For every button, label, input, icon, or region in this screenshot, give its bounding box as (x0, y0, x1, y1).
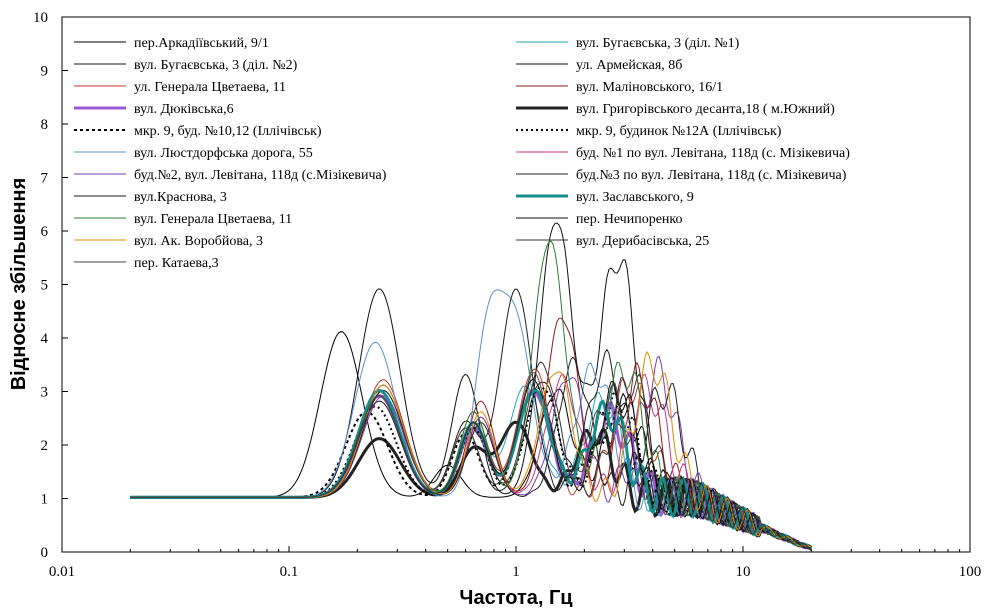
legend-label: мкр. 9, буд. №10,12 (Іллічівськ) (134, 124, 322, 139)
legend-label: вул. Бугаєвська, 3 (діл. №1) (576, 36, 740, 51)
legend-label: вул. Заславського, 9 (576, 190, 694, 205)
x-tick-label: 1 (512, 564, 520, 580)
legend-label: вул. Григорівського десанта,18 ( м.Южний… (576, 102, 835, 117)
x-tick-label: 0.01 (49, 564, 75, 580)
legend-label: ул. Армейская, 8б (576, 58, 682, 73)
series-line (130, 386, 812, 551)
y-tick-label: 1 (41, 492, 49, 508)
legend-label: буд. №1 по вул. Левітана, 118д (с. Мізік… (576, 146, 850, 161)
legend-label: пер. Катаева,3 (134, 256, 219, 271)
y-tick-label: 8 (41, 117, 49, 133)
legend: пер.Аркадіївський, 9/1 вул. Бугаєвська, 3… (74, 36, 850, 271)
y-tick-label: 5 (41, 278, 49, 294)
y-tick-label: 7 (41, 171, 49, 187)
legend-label: вул. Ак. Воробйова, 3 (134, 234, 263, 249)
y-tick-label: 2 (41, 438, 49, 454)
legend-label: вул. Дюківська,6 (134, 102, 234, 117)
series-layer (130, 222, 813, 551)
legend-label: пер. Нечипоренко (576, 212, 683, 227)
y-axis-title: Відносне збільшення (8, 178, 30, 391)
series-line (130, 378, 812, 549)
x-tick-label: 10 (736, 564, 751, 580)
series-line (130, 385, 812, 550)
legend-label: ул. Генерала Цветаева, 11 (134, 80, 286, 95)
legend-label: вул.Краснова, 3 (134, 190, 227, 205)
series-line (130, 373, 812, 549)
y-tick-label: 3 (41, 385, 49, 401)
series-line (130, 368, 812, 550)
x-axis-title: Частота, Гц (459, 587, 573, 607)
series-line (130, 381, 812, 549)
legend-label: мкр. 9, будинок №12А (Іллічівськ) (576, 124, 782, 139)
legend-label: вул. Маліновського, 16/1 (576, 80, 723, 95)
legend-label: вул. Генерала Цветаева, 11 (134, 212, 292, 227)
y-tick-label: 10 (33, 10, 48, 26)
series-line (130, 372, 812, 550)
y-tick-label: 9 (41, 64, 49, 80)
legend-label: пер.Аркадіївський, 9/1 (134, 36, 269, 51)
y-tick-label: 4 (41, 331, 49, 347)
legend-label: вул. Люстдорфська дорога, 55 (134, 146, 313, 161)
axes-layer: 0.01 0.1 1 10 100 0 1 2 3 4 5 6 7 8 9 10 (33, 10, 981, 580)
legend-label: буд.№3 по вул. Левітана, 118д (с. Мізіке… (576, 168, 847, 183)
y-tick-label: 0 (41, 545, 49, 561)
legend-label: буд.№2, вул. Левітана, 118д (с.Мізікевич… (134, 168, 387, 183)
legend-label: вул. Бугаєвська, 3 (діл. №2) (134, 58, 298, 73)
legend-label: вул. Дерибасівська, 25 (576, 234, 709, 249)
x-tick-label: 100 (959, 564, 982, 580)
y-tick-label: 6 (41, 224, 49, 240)
x-tick-label: 0.1 (280, 564, 299, 580)
plot-frame (61, 16, 971, 553)
